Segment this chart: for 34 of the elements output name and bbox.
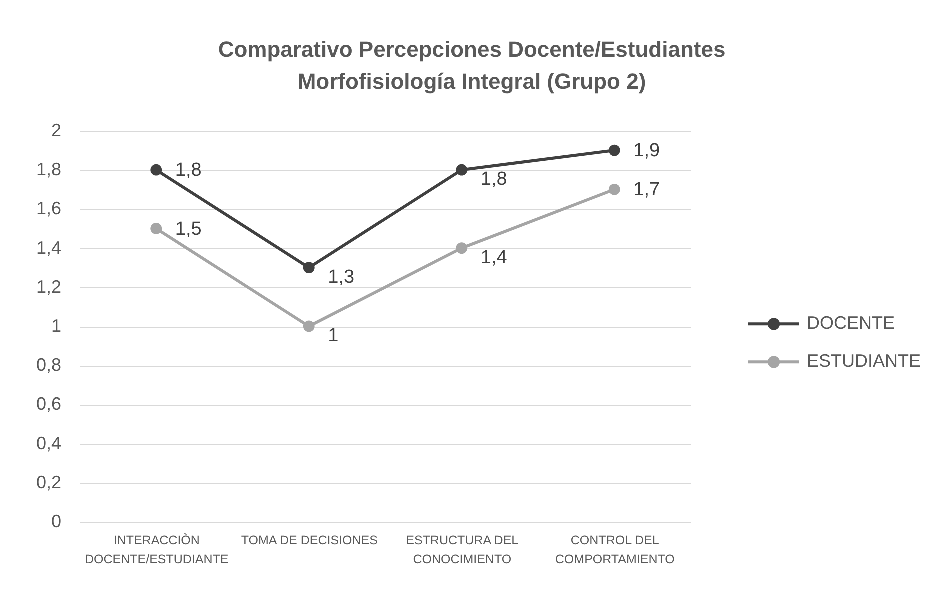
x-tick-label: TOMA DE DECISIONES [241, 534, 378, 548]
chart-title: Comparativo Percepciones Docente/Estudiantes Morfofisiología Integral (Grupo 2) [218, 37, 726, 94]
data-label: 1 [328, 326, 339, 346]
y-tick-label: 1,4 [36, 238, 62, 258]
point [150, 223, 162, 234]
y-tick-label: 0,4 [36, 433, 62, 454]
y-tick-label: 1,2 [36, 276, 62, 297]
y-tick-label: 1,8 [36, 160, 62, 180]
y-tick-label: 0,6 [36, 394, 62, 414]
data-label: 1,9 [634, 140, 660, 162]
point [608, 144, 620, 156]
data-label: 1,5 [175, 218, 202, 240]
y-tick-label: 0,8 [36, 355, 62, 376]
point [608, 184, 620, 196]
legend-label: DOCENTE [807, 313, 896, 334]
data-label: 1,3 [328, 266, 355, 288]
point [303, 320, 315, 332]
y-tick-label: 0 [51, 512, 62, 532]
legend-label: ESTUDIANTE [807, 351, 922, 372]
x-tick-label: ESTRUCTURA DEL CONOCIMIENTO [406, 534, 519, 566]
x-tick-label: INTERACCIÒN DOCENTE/ESTUDIANTE [84, 534, 229, 566]
data-label: 1,8 [175, 160, 202, 182]
data-label: 1,7 [634, 180, 660, 201]
y-tick-label: 1 [51, 316, 62, 336]
y-tick-label: 2 [51, 120, 62, 140]
data-label: 1,8 [480, 169, 508, 190]
y-tick-label: 0,2 [36, 472, 62, 492]
data-label: 1,4 [480, 247, 508, 268]
point [150, 164, 162, 176]
x-tick-label: CONTROL DEL COMPORTAMIENTO [555, 534, 676, 566]
point [456, 242, 468, 254]
point [303, 262, 315, 274]
point [456, 164, 468, 176]
y-tick-label: 1,6 [36, 198, 62, 219]
